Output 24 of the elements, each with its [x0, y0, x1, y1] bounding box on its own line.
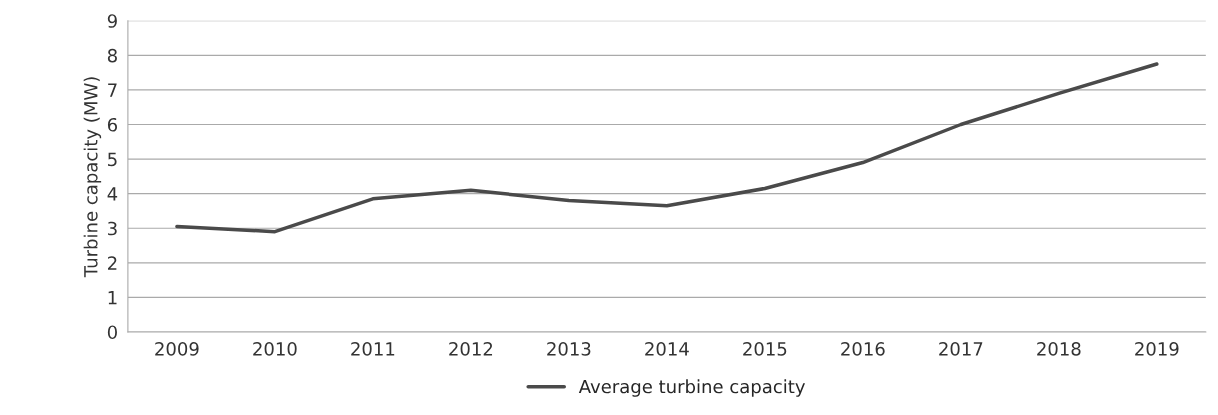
x-tick-label: 2011	[351, 342, 395, 356]
x-tick-label: 2015	[743, 342, 787, 356]
y-tick-label: 2	[108, 256, 117, 270]
x-tick-label: 2009	[155, 342, 199, 356]
y-tick-label: 0	[107, 325, 117, 340]
x-tick-label: 2014	[645, 342, 689, 356]
y-tick-label: 8	[107, 48, 117, 63]
y-tick-label: 7	[108, 83, 117, 97]
y-axis-title: Turbine capacity (MW)	[83, 77, 102, 278]
y-tick-label: 6	[107, 117, 118, 132]
y-tick-label: 4	[107, 187, 118, 201]
y-tick-label: 5	[108, 152, 117, 167]
y-tick-label: 3	[108, 221, 117, 236]
line-series	[175, 62, 1159, 234]
x-tick-label: 2012	[449, 342, 493, 356]
y-tick-label: 1	[108, 291, 117, 305]
x-tick-label: 2013	[547, 342, 591, 356]
x-tick-label: 2016	[841, 342, 885, 356]
y-tick-label: 9	[107, 14, 117, 28]
x-tick-label: 2018	[1037, 342, 1081, 356]
x-tick-label: 2019	[1135, 342, 1179, 356]
x-tick-label: 2017	[939, 342, 983, 356]
x-tick-label: 2010	[253, 342, 297, 356]
legend-label: Average turbine capacity	[578, 379, 805, 397]
